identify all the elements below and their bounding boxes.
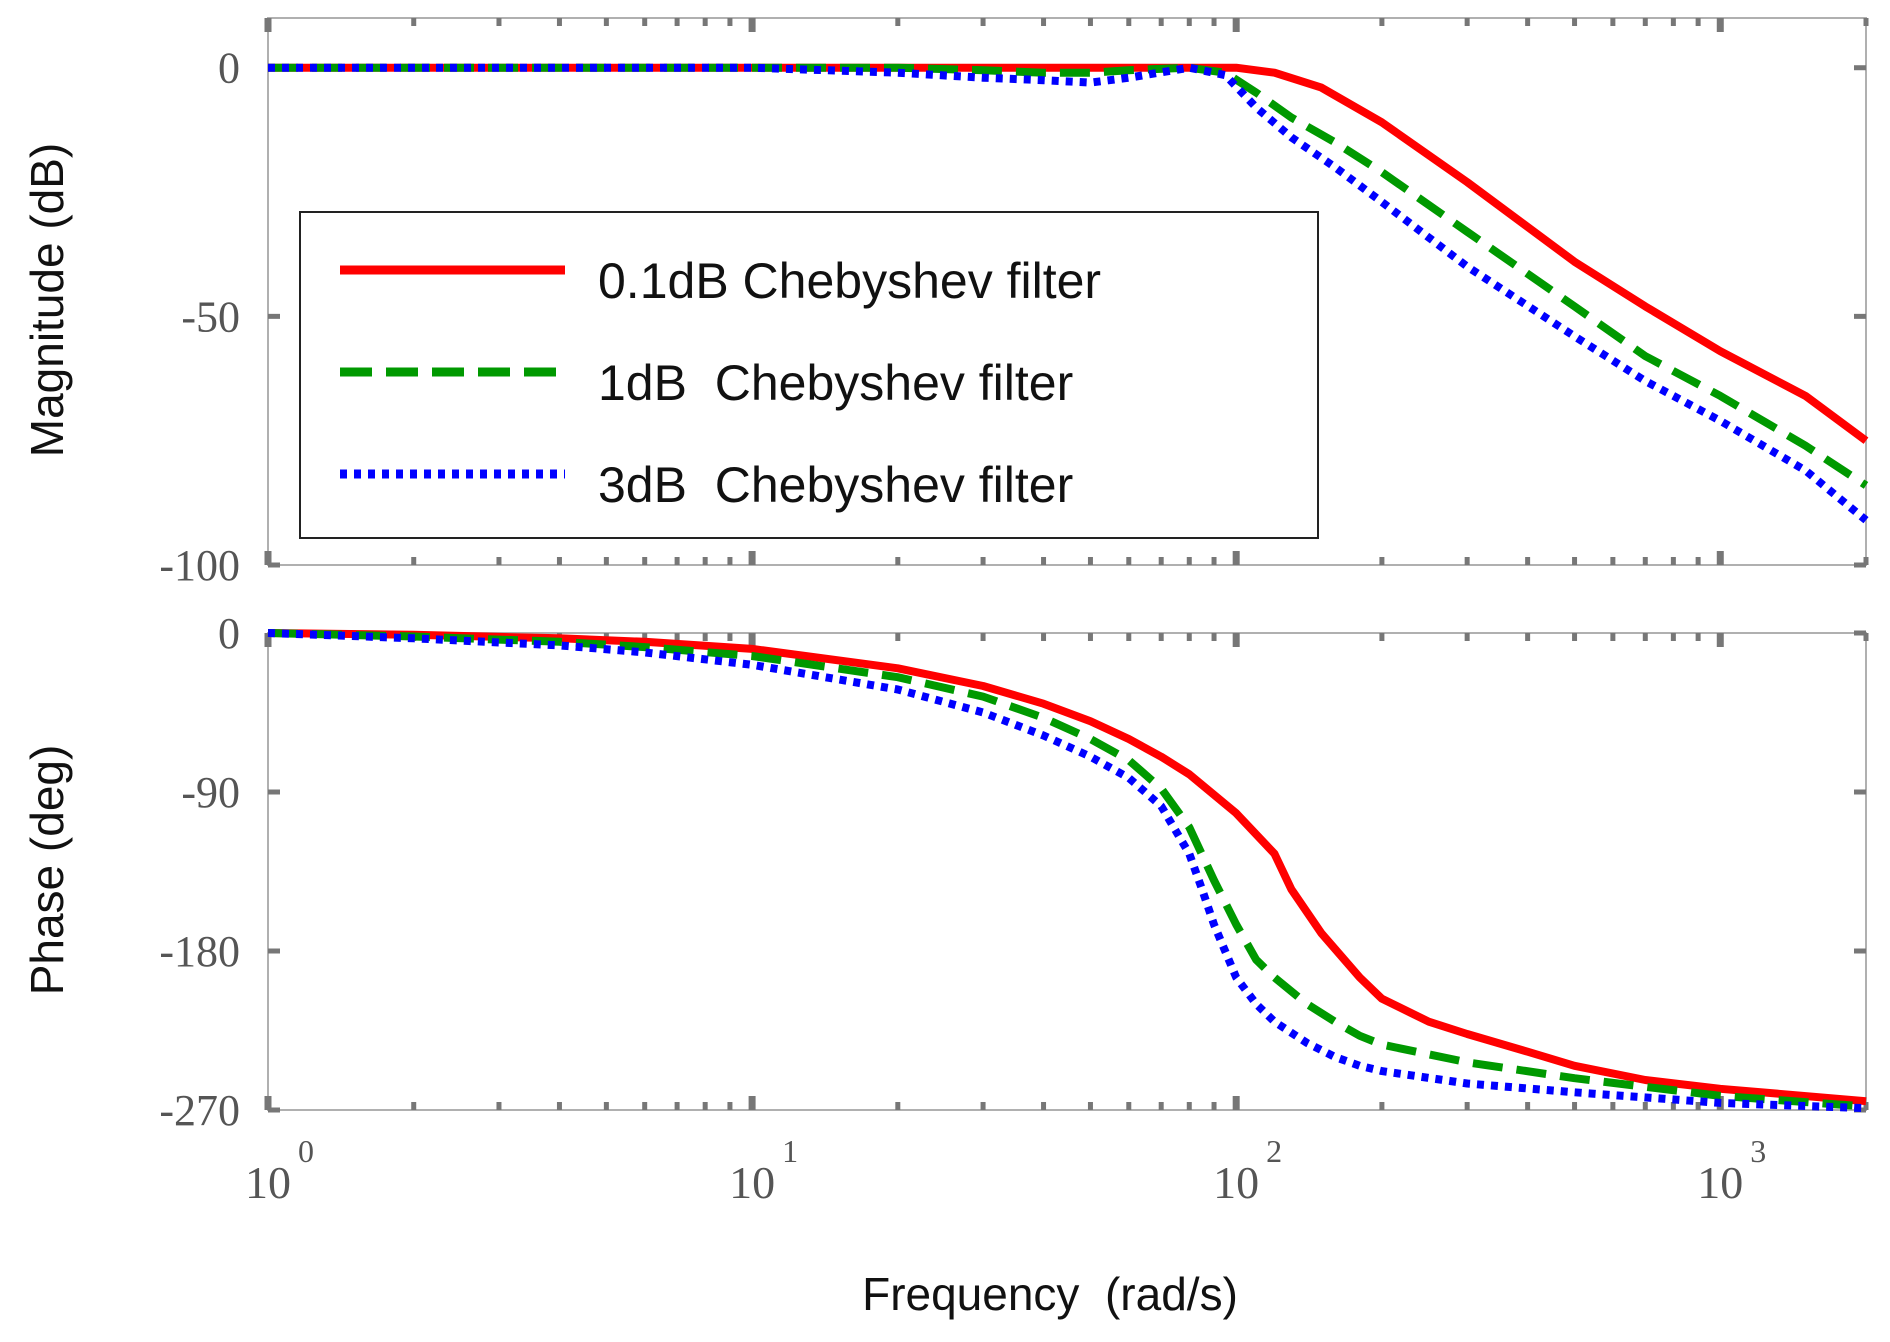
phase-y-tick-label: 0 xyxy=(218,609,240,658)
magnitude-series-0 xyxy=(268,63,1869,444)
legend: 0.1dB Chebyshev filter 1dB Chebyshev fil… xyxy=(299,211,1319,539)
magnitude-axes-frame xyxy=(267,17,1867,566)
phase-axes-frame xyxy=(267,632,1867,1111)
magnitude-y-tick-label: 0 xyxy=(218,44,240,93)
legend-entry-0: 0.1dB Chebyshev filter xyxy=(598,253,1101,309)
x-tick-exponent: 2 xyxy=(1266,1133,1282,1169)
phase-y-tick-label: -270 xyxy=(159,1086,240,1135)
legend-entry-2: 3dB Chebyshev filter xyxy=(598,457,1073,513)
phase-y-tick-label: -180 xyxy=(159,927,240,976)
x-tick-label: 10 xyxy=(245,1157,291,1208)
phase-y-axis-label: Phase (deg) xyxy=(21,745,73,996)
x-tick-exponent: 1 xyxy=(782,1133,798,1169)
phase-series-0 xyxy=(267,629,1867,1106)
x-tick-label: 10 xyxy=(1697,1157,1743,1208)
magnitude-axes: 0 -50 -100 xyxy=(159,17,1869,590)
magnitude-y-tick-label: -100 xyxy=(159,541,240,590)
x-tick-label: 10 xyxy=(729,1157,775,1208)
x-tick-label: 10 xyxy=(1213,1157,1259,1208)
magnitude-series-2 xyxy=(268,63,1869,524)
phase-series-1 xyxy=(267,629,1867,1111)
magnitude-y-tick-label: -50 xyxy=(181,292,240,341)
phase-series-2 xyxy=(267,629,1867,1113)
magnitude-series-1 xyxy=(268,63,1869,489)
phase-y-tick-label: -90 xyxy=(181,768,240,817)
x-tick-exponent: 3 xyxy=(1750,1133,1766,1169)
x-tick-exponent: 0 xyxy=(298,1133,314,1169)
legend-entry-1: 1dB Chebyshev filter xyxy=(598,355,1073,411)
magnitude-y-axis-label: Magnitude (dB) xyxy=(21,143,73,458)
x-axis-label: Frequency (rad/s) xyxy=(862,1268,1238,1320)
